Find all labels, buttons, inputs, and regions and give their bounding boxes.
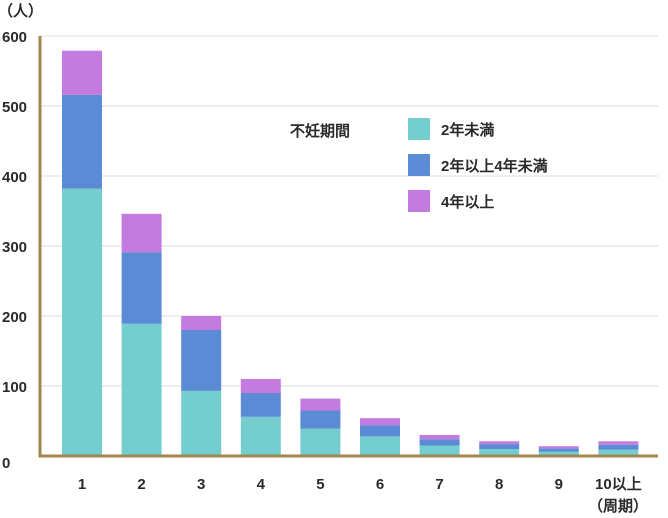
legend-label: 2年以上4年未満 bbox=[441, 157, 548, 175]
legend: 不妊期間 2年未満 2年以上4年未満 4年以上 bbox=[290, 118, 548, 212]
bar-segment-1-cat-3 bbox=[181, 390, 222, 456]
y-tick-label: 500 bbox=[2, 99, 27, 116]
x-tick-label: 10以上 bbox=[595, 476, 642, 493]
legend-label: 4年以上 bbox=[441, 193, 494, 211]
x-axis-ticks: 1 2 3 4 5 6 7 8 9 10以上 bbox=[78, 476, 642, 493]
bar-segment-3-cat-6 bbox=[360, 418, 400, 426]
legend-swatch bbox=[408, 154, 430, 176]
bar-segment-2-cat-6 bbox=[360, 425, 400, 437]
bar-segment-1-cat-10 bbox=[598, 449, 639, 456]
bar-segment-3-cat-3 bbox=[181, 316, 222, 330]
bar-segment-1-cat-6 bbox=[360, 436, 400, 456]
y-tick-label: 400 bbox=[2, 169, 27, 186]
y-tick-label: 300 bbox=[2, 239, 27, 256]
y-axis-unit: （人） bbox=[0, 2, 43, 20]
bar-segment-1-cat-8 bbox=[479, 449, 520, 456]
bar-segment-3-cat-1 bbox=[62, 50, 102, 95]
bar-segment-3-cat-7 bbox=[419, 435, 460, 440]
bar-segment-2-cat-3 bbox=[181, 330, 222, 391]
x-tick-label: 4 bbox=[257, 476, 266, 493]
bar-segment-3-cat-10 bbox=[598, 441, 639, 445]
bar-segment-2-cat-5 bbox=[300, 410, 341, 429]
bar-segment-1-cat-2 bbox=[121, 323, 162, 456]
x-tick-label: 3 bbox=[197, 476, 205, 493]
bar-segment-2-cat-9 bbox=[538, 448, 579, 452]
legend-swatch bbox=[408, 118, 430, 140]
bar-segment-2-cat-4 bbox=[240, 393, 281, 417]
bar-segment-1-cat-1 bbox=[62, 188, 102, 456]
bar-segment-3-cat-4 bbox=[240, 379, 281, 393]
bar-segment-2-cat-1 bbox=[62, 94, 102, 189]
legend-swatch bbox=[408, 190, 430, 212]
bar-segment-3-cat-2 bbox=[121, 213, 162, 253]
x-tick-label: 9 bbox=[555, 476, 563, 493]
x-tick-label: 1 bbox=[78, 476, 86, 493]
bar-segment-1-cat-5 bbox=[300, 428, 341, 456]
bar-segment-1-cat-4 bbox=[240, 416, 281, 456]
x-tick-label: 7 bbox=[435, 476, 443, 493]
x-axis-unit-note: （周期） bbox=[588, 497, 648, 515]
bar-segment-1-cat-9 bbox=[538, 451, 579, 456]
y-tick-label: 0 bbox=[2, 455, 10, 472]
bars bbox=[62, 50, 639, 456]
y-tick-label: 100 bbox=[2, 379, 27, 396]
x-tick-label: 8 bbox=[495, 476, 503, 493]
bar-segment-1-cat-7 bbox=[419, 445, 460, 456]
bar-segment-2-cat-8 bbox=[479, 444, 520, 449]
y-tick-label: 200 bbox=[2, 309, 27, 326]
y-tick-label: 600 bbox=[2, 29, 27, 46]
bar-segment-2-cat-2 bbox=[121, 252, 162, 324]
x-tick-label: 5 bbox=[316, 476, 324, 493]
bar-segment-3-cat-5 bbox=[300, 398, 341, 411]
bar-segment-3-cat-9 bbox=[538, 446, 579, 449]
legend-title: 不妊期間 bbox=[290, 122, 350, 140]
y-axis-ticks: 0 100 200 300 400 500 600 bbox=[2, 29, 27, 472]
bar-segment-2-cat-10 bbox=[598, 444, 639, 450]
x-tick-label: 6 bbox=[376, 476, 384, 493]
bar-segment-2-cat-7 bbox=[419, 439, 460, 446]
x-tick-label: 2 bbox=[137, 476, 145, 493]
legend-label: 2年未満 bbox=[441, 121, 494, 139]
bar-segment-3-cat-8 bbox=[479, 441, 520, 445]
